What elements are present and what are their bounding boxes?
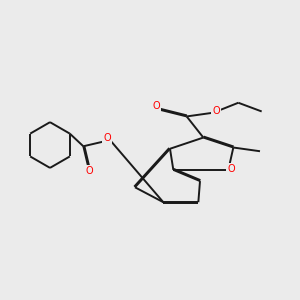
- Text: O: O: [85, 166, 93, 176]
- Text: O: O: [85, 166, 93, 176]
- Text: O: O: [103, 133, 111, 143]
- Text: O: O: [103, 133, 111, 143]
- Text: O: O: [212, 106, 220, 116]
- Text: O: O: [153, 101, 160, 111]
- Text: O: O: [212, 106, 220, 116]
- Text: O: O: [153, 101, 160, 111]
- Text: O: O: [227, 164, 235, 174]
- Text: O: O: [227, 164, 235, 174]
